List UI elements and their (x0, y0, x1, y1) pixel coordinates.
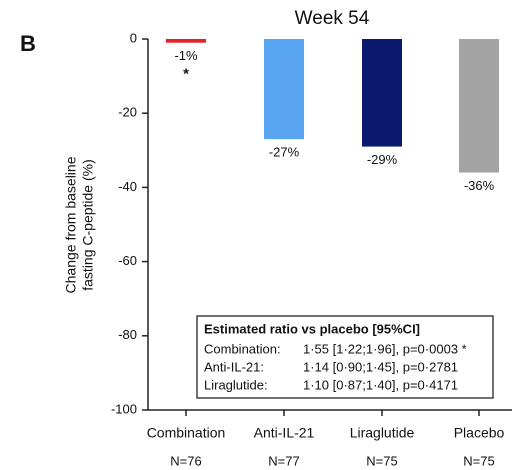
bar (264, 39, 304, 140)
x-tick-label: Combination (147, 425, 226, 441)
x-tick-label: Placebo (454, 425, 505, 441)
y-axis-label: fasting C-peptide (%) (80, 159, 96, 291)
stats-row-value: 1·55 [1·22;1·96], p=0·0003 * (303, 341, 467, 356)
x-tick-label: Anti-IL-21 (254, 425, 315, 441)
stats-row-label: Anti-IL-21: (204, 359, 264, 374)
x-tick-label: Liraglutide (350, 425, 415, 441)
chart-title: Week 54 (295, 8, 370, 29)
panel-label: B (20, 31, 36, 56)
stats-row-label: Liraglutide: (204, 377, 268, 392)
bar (166, 39, 206, 43)
value-label: -27% (269, 145, 300, 160)
y-tick-label: -100 (111, 401, 137, 416)
stats-row-value: 1·10 [0·87;1·40], p=0·4171 (303, 377, 458, 392)
y-tick-label: -40 (118, 179, 137, 194)
n-label: N=77 (268, 453, 299, 468)
y-tick-label: 0 (130, 30, 137, 45)
bar (459, 39, 499, 173)
significance-mark: * (183, 66, 189, 83)
value-label: -1% (174, 48, 198, 63)
n-label: N=76 (170, 453, 201, 468)
y-axis-label: Change from baseline (63, 156, 79, 293)
bar (362, 39, 402, 147)
stats-row-value: 1·14 [0·90;1·45], p=0·2781 (303, 359, 458, 374)
n-label: N=75 (366, 453, 397, 468)
y-tick-label: -60 (118, 253, 137, 268)
y-tick-label: -20 (118, 105, 137, 120)
value-label: -29% (367, 152, 398, 167)
stats-title: Estimated ratio vs placebo [95%CI] (204, 321, 420, 336)
n-label: N=75 (463, 453, 494, 468)
value-label: -36% (464, 178, 495, 193)
stats-row-label: Combination: (204, 341, 281, 356)
stats-box (196, 315, 494, 399)
y-tick-label: -80 (118, 327, 137, 342)
